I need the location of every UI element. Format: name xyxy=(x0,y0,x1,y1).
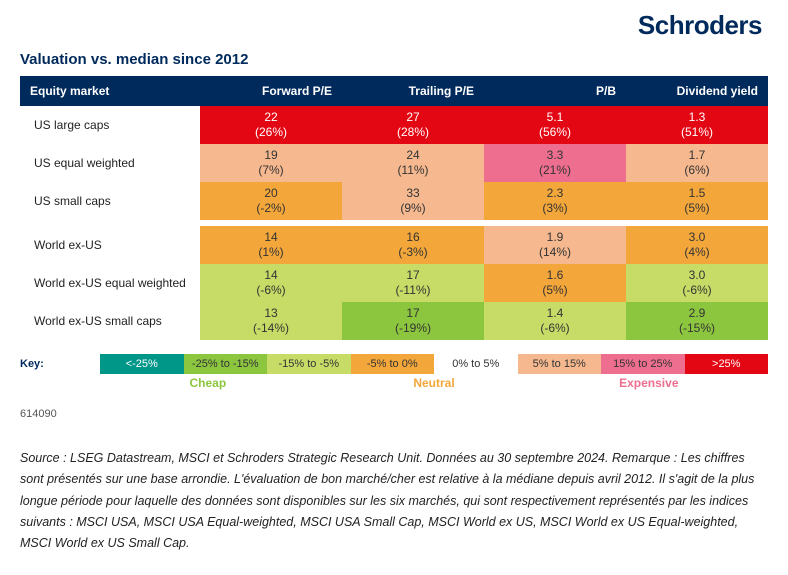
data-cell: 1.5(5%) xyxy=(626,182,768,220)
table-header: Equity marketForward P/ETrailing P/EP/BD… xyxy=(20,76,768,106)
chart-code: 614090 xyxy=(20,408,768,420)
data-cell: 3.3(21%) xyxy=(484,144,626,182)
data-cell: 14(-6%) xyxy=(200,264,342,302)
valuation-table: Equity marketForward P/ETrailing P/EP/BD… xyxy=(20,76,768,340)
row-label: World ex-US equal weighted xyxy=(20,264,200,302)
data-cell: 17(-19%) xyxy=(342,302,484,340)
brand-logo: Schroders xyxy=(20,10,768,41)
legend-tag-cheap: Cheap xyxy=(184,376,351,390)
data-cell: 14(1%) xyxy=(200,226,342,264)
legend-cell: -5% to 0% xyxy=(351,354,435,374)
row-label: US equal weighted xyxy=(20,144,200,182)
col-header: P/B xyxy=(484,76,626,106)
row-label: World ex-US xyxy=(20,226,200,264)
data-cell: 13(-14%) xyxy=(200,302,342,340)
col-header: Trailing P/E xyxy=(342,76,484,106)
data-cell: 24(11%) xyxy=(342,144,484,182)
data-cell: 1.3(51%) xyxy=(626,106,768,144)
legend-row: Key: <-25%-25% to -15%-15% to -5%-5% to … xyxy=(20,354,768,390)
table-row: World ex-US small caps13(-14%)17(-19%)1.… xyxy=(20,302,768,340)
legend-cell: -25% to -15% xyxy=(184,354,268,374)
data-cell: 2.9(-15%) xyxy=(626,302,768,340)
legend-cell: 0% to 5% xyxy=(434,354,518,374)
legend-tag-expensive: Expensive xyxy=(518,376,685,390)
data-cell: 22(26%) xyxy=(200,106,342,144)
legend-cell: >25% xyxy=(685,354,769,374)
legend-tag-neutral: Neutral xyxy=(351,376,518,390)
data-cell: 1.7(6%) xyxy=(626,144,768,182)
chart-title: Valuation vs. median since 2012 xyxy=(20,51,768,68)
data-cell: 17(-11%) xyxy=(342,264,484,302)
table-row: US equal weighted19(7%)24(11%)3.3(21%)1.… xyxy=(20,144,768,182)
data-cell: 20(-2%) xyxy=(200,182,342,220)
table-row: World ex-US equal weighted14(-6%)17(-11%… xyxy=(20,264,768,302)
col-header: Equity market xyxy=(20,76,200,106)
data-cell: 1.6(5%) xyxy=(484,264,626,302)
data-cell: 19(7%) xyxy=(200,144,342,182)
data-cell: 1.4(-6%) xyxy=(484,302,626,340)
row-label: US small caps xyxy=(20,182,200,220)
legend-cell: -15% to -5% xyxy=(267,354,351,374)
data-cell: 33(9%) xyxy=(342,182,484,220)
col-header: Forward P/E xyxy=(200,76,342,106)
data-cell: 3.0(4%) xyxy=(626,226,768,264)
legend-tags: Cheap Neutral Expensive xyxy=(100,376,768,390)
legend-cells: <-25%-25% to -15%-15% to -5%-5% to 0%0% … xyxy=(100,354,768,374)
row-label: US large caps xyxy=(20,106,200,144)
table-row: US small caps20(-2%)33(9%)2.3(3%)1.5(5%) xyxy=(20,182,768,220)
legend-cell: <-25% xyxy=(100,354,184,374)
legend-cell: 15% to 25% xyxy=(601,354,685,374)
legend-label: Key: xyxy=(20,354,100,370)
data-cell: 27(28%) xyxy=(342,106,484,144)
data-cell: 1.9(14%) xyxy=(484,226,626,264)
source-note: Source : LSEG Datastream, MSCI et Schrod… xyxy=(20,448,768,554)
data-cell: 5.1(56%) xyxy=(484,106,626,144)
table-row: World ex-US14(1%)16(-3%)1.9(14%)3.0(4%) xyxy=(20,226,768,264)
legend-cell: 5% to 15% xyxy=(518,354,602,374)
col-header: Dividend yield xyxy=(626,76,768,106)
row-label: World ex-US small caps xyxy=(20,302,200,340)
data-cell: 3.0(-6%) xyxy=(626,264,768,302)
data-cell: 16(-3%) xyxy=(342,226,484,264)
table-body: US large caps22(26%)27(28%)5.1(56%)1.3(5… xyxy=(20,106,768,340)
data-cell: 2.3(3%) xyxy=(484,182,626,220)
table-row: US large caps22(26%)27(28%)5.1(56%)1.3(5… xyxy=(20,106,768,144)
